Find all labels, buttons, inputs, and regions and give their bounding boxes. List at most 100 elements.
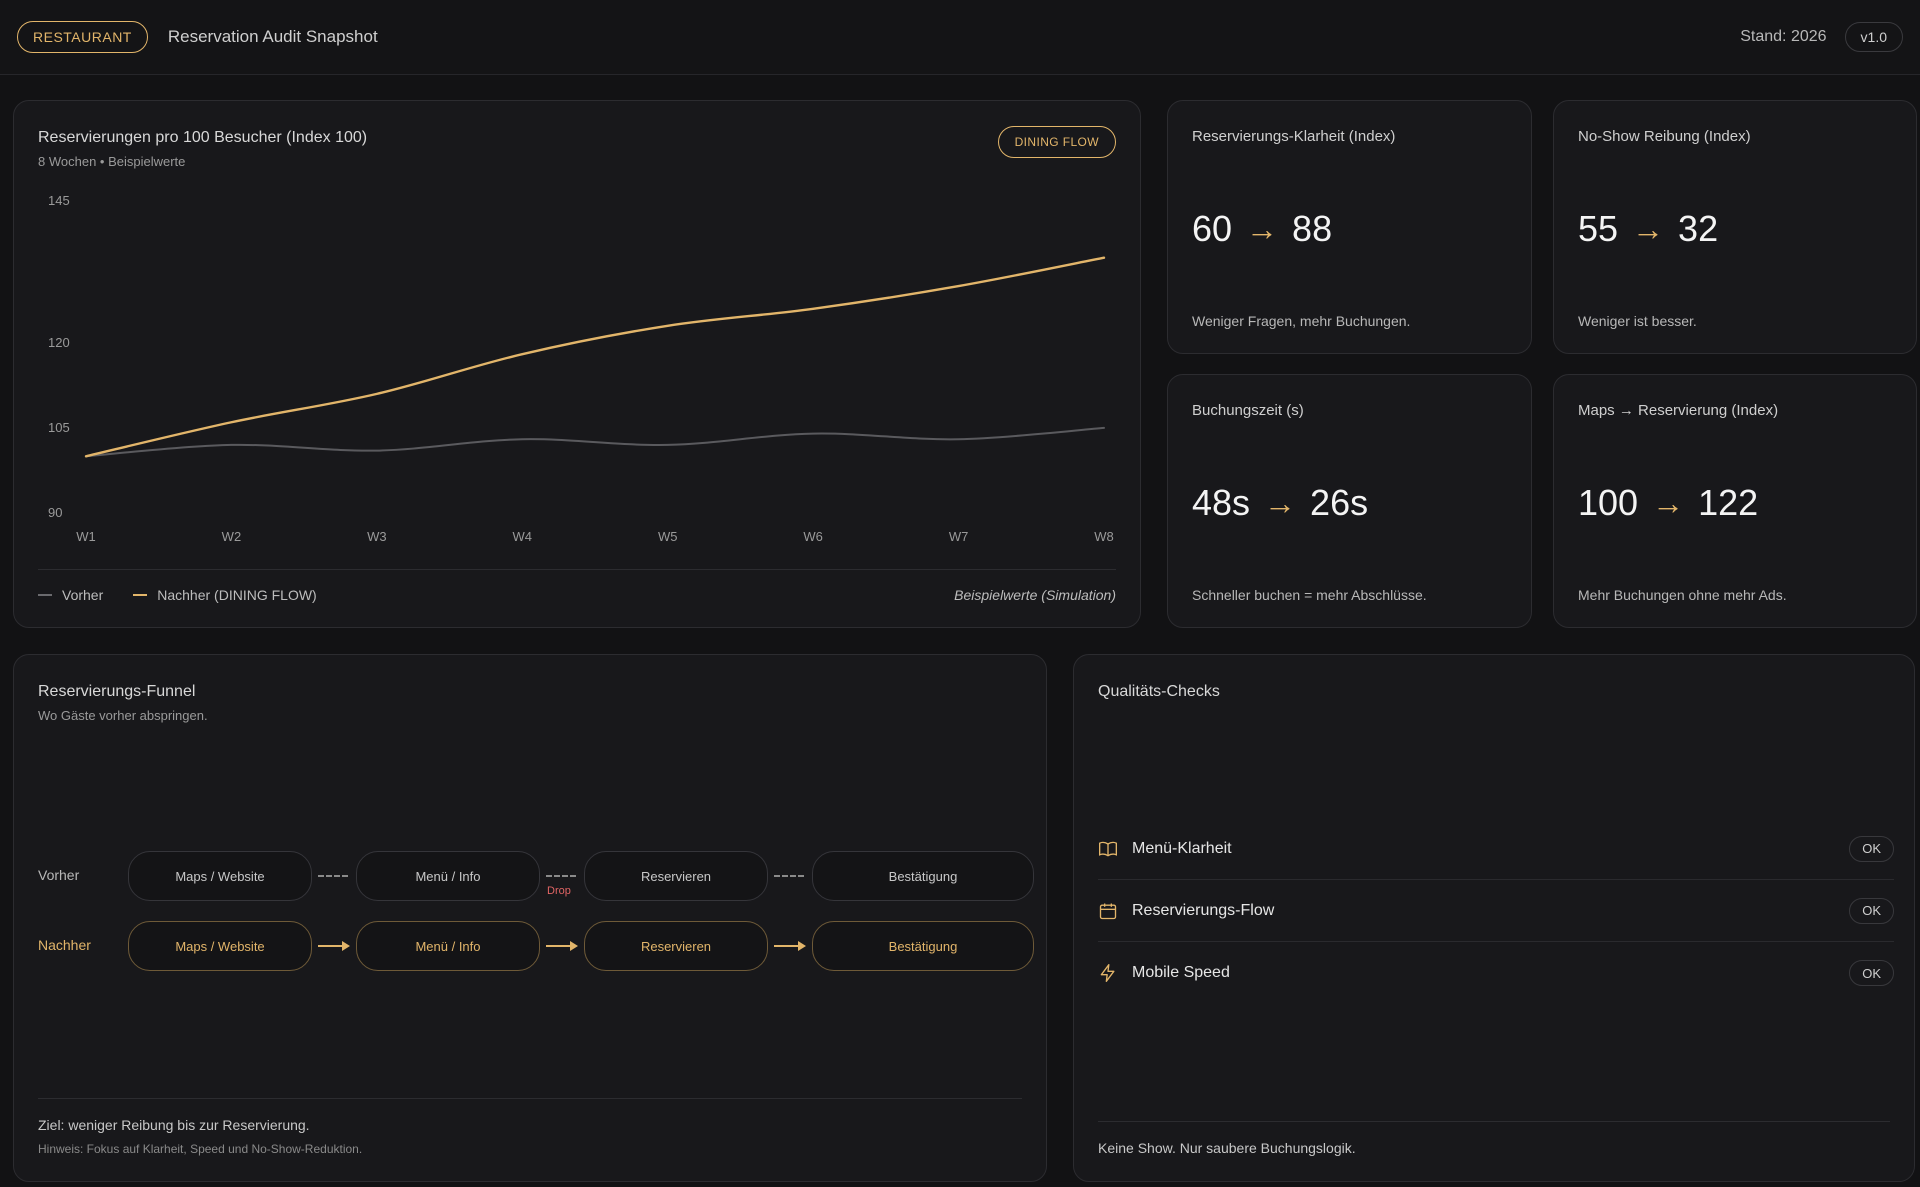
step-maps-website[interactable]: Maps / Website: [128, 851, 312, 901]
kpi-card-noshow: No-Show Reibung (Index) 55 → 32 Weniger …: [1553, 100, 1917, 354]
header-title: Reservation Audit Snapshot: [167, 27, 378, 46]
x-tick-label: W4: [513, 529, 533, 544]
kpi-desc: Mehr Buchungen ohne mehr Ads.: [1578, 587, 1787, 603]
arrow-right-icon: [318, 941, 350, 951]
arrow-right-icon: →: [1652, 484, 1685, 521]
dashed-connector: [774, 875, 804, 877]
ok-badge: OK: [1849, 835, 1894, 862]
x-tick-label: W5: [658, 529, 678, 544]
kpi-card-buchungszeit: Buchungszeit (s) 48s → 26s Schneller buc…: [1167, 374, 1532, 628]
row-label-after: Nachher: [38, 937, 91, 953]
kpi-from: 48s: [1192, 482, 1251, 523]
kpi-desc: Weniger Fragen, mehr Buchungen.: [1192, 313, 1411, 329]
step-reservieren[interactable]: Reservieren: [584, 851, 768, 901]
kpi-desc: Schneller buchen = mehr Abschlüsse.: [1192, 587, 1427, 603]
chart-card: Reservierungen pro 100 Besucher (Index 1…: [13, 100, 1141, 628]
funnel-card: Reservierungs-Funnel Wo Gäste vorher abs…: [13, 654, 1047, 1182]
quality-card: Qualitäts-Checks Menü-Klarheit OK Reserv…: [1073, 654, 1915, 1182]
kpi-from: 100: [1578, 482, 1639, 523]
legend-after-swatch: [133, 594, 148, 596]
legend-after-label: Nachher (DINING FLOW): [157, 587, 317, 603]
y-tick-label: 145: [48, 193, 70, 208]
funnel-row-before: Vorher Maps / Website Menü / Info Drop R…: [38, 851, 1034, 901]
dashed-connector: [546, 875, 576, 877]
legend-before-label: Vorher: [62, 587, 104, 603]
legend-before: Vorher: [38, 587, 103, 603]
check-row-flow[interactable]: Reservierungs-Flow OK: [1098, 880, 1894, 942]
arrow-right-icon: →: [1246, 210, 1279, 247]
series-line-vorher: [85, 426, 1105, 458]
stand-label: Stand: 2026: [1740, 28, 1827, 45]
kpi-from: 60: [1192, 208, 1233, 249]
legend-after: Nachher (DINING FLOW): [133, 587, 317, 603]
calendar-icon: [1099, 903, 1117, 919]
check-label: Menü-Klarheit: [1132, 839, 1232, 857]
check-label: Mobile Speed: [1132, 964, 1230, 981]
kpi-from: 55: [1578, 208, 1619, 249]
arrow-right-icon: [546, 941, 578, 951]
x-tick-label: W1: [76, 529, 96, 544]
lightning-icon: [1100, 964, 1115, 982]
x-tick-label: W2: [222, 529, 242, 544]
header-right: Stand: 2026 v1.0: [1740, 22, 1903, 52]
quality-title: Qualitäts-Checks: [1098, 683, 1220, 700]
kpi-card-klarheit: Reservierungs-Klarheit (Index) 60 → 88 W…: [1167, 100, 1532, 354]
kpi-title: Reservierungs-Klarheit (Index): [1192, 128, 1396, 145]
dining-flow-badge: DINING FLOW: [997, 126, 1116, 158]
chart-subtitle: 8 Wochen • Beispielwerte: [38, 154, 186, 169]
ok-badge: OK: [1849, 960, 1894, 986]
version-badge: v1.0: [1844, 22, 1903, 52]
legend-before-swatch: [38, 594, 52, 596]
kpi-to: 88: [1292, 208, 1333, 249]
check-label: Reservierungs-Flow: [1132, 901, 1275, 919]
arrow-right-icon: →: [1264, 484, 1297, 521]
kpi-title: Maps → Reservierung (Index): [1578, 402, 1779, 419]
funnel-hint: Hinweis: Fokus auf Klarheit, Speed und N…: [38, 1142, 363, 1156]
funnel-divider: [38, 1098, 1022, 1099]
step-reservieren[interactable]: Reservieren: [584, 921, 768, 971]
kpi-title: Buchungszeit (s): [1192, 402, 1304, 419]
drop-label: Drop: [547, 885, 571, 897]
book-icon: [1099, 841, 1117, 856]
quality-footer: Keine Show. Nur saubere Buchungslogik.: [1098, 1140, 1356, 1156]
chart-legend: Vorher Nachher (DINING FLOW): [38, 587, 317, 603]
y-tick-label: 120: [48, 335, 70, 350]
line-chart: 145 120 105 90 W1 W2 W3 W4 W5 W6 W7 W8: [48, 193, 1114, 544]
arrow-right-icon: [774, 941, 806, 951]
kpi-value: 60 → 88: [1192, 208, 1332, 250]
restaurant-badge: RESTAURANT: [17, 21, 148, 53]
x-tick-label: W8: [1094, 529, 1114, 544]
kpi-value: 100 → 122: [1578, 482, 1758, 524]
arrow-right-icon: →: [1632, 210, 1665, 247]
check-row-menu[interactable]: Menü-Klarheit OK: [1098, 818, 1894, 880]
kpi-to: 32: [1678, 208, 1719, 249]
funnel-title: Reservierungs-Funnel: [38, 683, 196, 700]
step-menu-info[interactable]: Menü / Info: [356, 851, 540, 901]
simulation-note: Beispielwerte (Simulation): [954, 587, 1116, 603]
step-bestaetigung[interactable]: Bestätigung: [812, 851, 1034, 901]
step-bestaetigung[interactable]: Bestätigung: [812, 921, 1034, 971]
quality-divider: [1098, 1121, 1890, 1122]
y-tick-label: 105: [48, 420, 70, 435]
x-tick-label: W3: [367, 529, 387, 544]
kpi-value: 48s → 26s: [1192, 482, 1368, 524]
kpi-to: 26s: [1310, 482, 1369, 523]
kpi-desc: Weniger ist besser.: [1578, 313, 1697, 329]
top-header: RESTAURANT Reservation Audit Snapshot St…: [0, 0, 1920, 75]
step-menu-info[interactable]: Menü / Info: [356, 921, 540, 971]
check-row-speed[interactable]: Mobile Speed OK: [1098, 942, 1894, 1004]
y-tick-label: 90: [48, 505, 62, 520]
funnel-row-after: Nachher Maps / Website Menü / Info Reser…: [38, 921, 1034, 971]
kpi-title: No-Show Reibung (Index): [1578, 128, 1751, 145]
kpi-to: 122: [1698, 482, 1759, 523]
funnel-goal: Ziel: weniger Reibung bis zur Reservieru…: [38, 1117, 310, 1133]
kpi-value: 55 → 32: [1578, 208, 1718, 250]
ok-badge: OK: [1849, 897, 1894, 924]
x-tick-label: W6: [803, 529, 823, 544]
chart-divider: [38, 569, 1116, 570]
step-maps-website[interactable]: Maps / Website: [128, 921, 312, 971]
row-label-before: Vorher: [38, 867, 80, 883]
funnel-subtitle: Wo Gäste vorher abspringen.: [38, 708, 208, 723]
dashed-connector: [318, 875, 348, 877]
chart-title: Reservierungen pro 100 Besucher (Index 1…: [38, 129, 368, 146]
